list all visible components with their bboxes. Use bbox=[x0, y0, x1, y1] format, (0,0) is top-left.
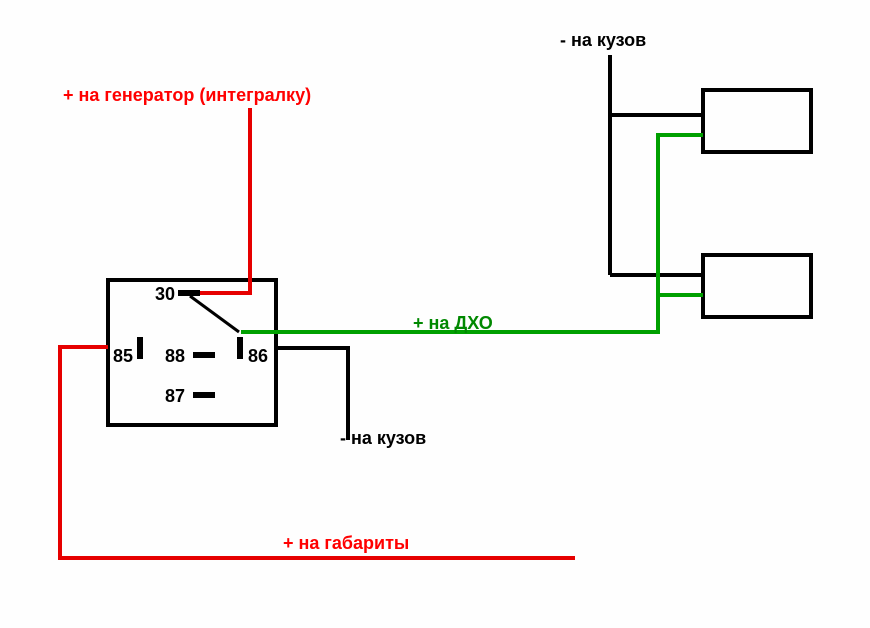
relay-switch bbox=[190, 296, 239, 332]
label-to-body-top: - на кузов bbox=[560, 30, 646, 51]
label-pin30: 30 bbox=[155, 284, 175, 305]
label-pin87: 87 bbox=[165, 386, 185, 407]
label-to-drl: + на ДХО bbox=[413, 313, 493, 334]
label-to-body-bottom: - на кузов bbox=[340, 428, 426, 449]
label-pin88: 88 bbox=[165, 346, 185, 367]
wire-green-drl bbox=[241, 135, 703, 332]
label-to-generator: + на генератор (интегралку) bbox=[63, 85, 311, 106]
wiring-diagram: + на генератор (интегралку) - на кузов +… bbox=[0, 0, 870, 628]
label-pin86: 86 bbox=[248, 346, 268, 367]
wire-red-generator bbox=[200, 108, 250, 293]
label-pin85: 85 bbox=[113, 346, 133, 367]
drl-box-top bbox=[703, 90, 811, 152]
drl-box-bottom bbox=[703, 255, 811, 317]
wire-black-body-relay bbox=[276, 348, 348, 440]
label-to-parking: + на габариты bbox=[283, 533, 409, 554]
wire-red-parking bbox=[60, 347, 575, 558]
